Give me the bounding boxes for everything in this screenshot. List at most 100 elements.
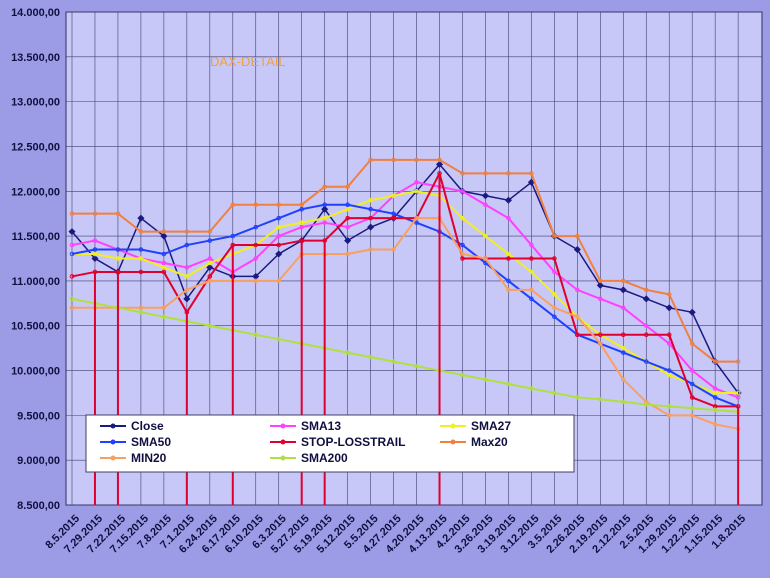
data-point [138, 229, 144, 234]
data-point [322, 215, 327, 221]
data-point [275, 250, 283, 258]
data-point [688, 308, 696, 316]
data-point [161, 251, 167, 257]
data-point [276, 224, 282, 230]
legend-marker-icon [110, 423, 116, 429]
y-tick-label: 10.500,00 [11, 321, 60, 333]
data-point [253, 256, 259, 261]
data-point [643, 287, 649, 293]
data-point [414, 215, 419, 221]
data-point [345, 350, 350, 355]
data-point [276, 242, 282, 248]
data-point [529, 242, 534, 248]
data-point [345, 224, 350, 230]
data-point [344, 237, 352, 245]
data-point [666, 292, 672, 297]
legend-marker-icon [110, 439, 116, 445]
data-point [253, 202, 259, 208]
data-point [598, 396, 603, 402]
data-point [666, 372, 672, 378]
data-point [253, 332, 259, 337]
series-line [72, 190, 739, 394]
data-point [735, 390, 741, 396]
data-point [137, 214, 145, 222]
data-point [115, 247, 121, 252]
data-point [573, 246, 581, 254]
data-point [460, 171, 465, 176]
data-point [391, 211, 396, 216]
data-point [552, 390, 557, 396]
data-point [299, 206, 305, 212]
y-tick-label: 11.000,00 [12, 276, 60, 288]
y-tick-label: 9.000,00 [17, 455, 60, 467]
y-tick-label: 8.500,00 [17, 500, 60, 512]
data-point [666, 413, 672, 418]
data-point [483, 377, 488, 382]
data-point [620, 377, 626, 382]
data-point [161, 314, 167, 320]
legend-marker-icon [110, 455, 116, 461]
y-tick-label: 12.000,00 [11, 186, 60, 198]
data-point [712, 390, 718, 396]
data-point [207, 256, 213, 261]
data-point [207, 229, 213, 234]
data-point [575, 233, 580, 239]
data-point [92, 238, 98, 243]
data-point [689, 395, 695, 400]
y-tick-label: 11.500,00 [12, 231, 60, 243]
data-point [598, 341, 603, 346]
y-tick-label: 13.000,00 [11, 97, 60, 109]
data-point [322, 202, 327, 208]
data-point [183, 295, 191, 303]
legend-marker-icon [450, 423, 456, 429]
series-sma27 [69, 188, 741, 396]
data-point [665, 304, 673, 312]
data-point [666, 404, 672, 409]
data-point [552, 233, 557, 239]
series-line [71, 297, 739, 413]
legend-label: SMA13 [301, 419, 341, 433]
data-point [483, 256, 488, 261]
data-point [184, 265, 190, 270]
data-point [596, 281, 604, 289]
data-point [460, 251, 465, 257]
data-point [367, 223, 375, 231]
data-point [435, 160, 444, 168]
data-point [322, 184, 327, 190]
data-point [414, 157, 419, 163]
data-point [391, 157, 396, 163]
data-point [161, 229, 167, 234]
data-point [529, 287, 534, 293]
data-point [414, 220, 419, 225]
data-point [345, 251, 350, 257]
data-point [483, 260, 488, 266]
data-point [620, 345, 626, 351]
data-point [138, 305, 144, 311]
series-sma13 [69, 180, 741, 400]
legend: Close SMA13 SMA27 SMA50 STOP-LOSSTRAIL Max20 M… [85, 414, 575, 473]
data-point [206, 263, 214, 271]
data-point [138, 309, 144, 315]
data-point [552, 292, 557, 297]
series-line [71, 181, 739, 399]
data-point [460, 372, 465, 378]
data-point [322, 220, 327, 225]
legend-item: STOP-LOSSTRAIL [270, 435, 405, 449]
data-point [160, 232, 168, 240]
data-point [207, 278, 213, 284]
y-tick-label: 12.500,00 [11, 141, 60, 153]
data-point [391, 215, 396, 221]
legend-item: SMA50 [100, 435, 171, 449]
data-point [184, 242, 190, 248]
data-point [368, 247, 373, 252]
data-point [115, 256, 121, 261]
data-point [115, 211, 121, 216]
data-point [253, 278, 259, 284]
data-point [598, 332, 603, 337]
data-point [529, 296, 534, 302]
data-point [161, 269, 167, 275]
data-point [184, 229, 190, 234]
data-point [529, 386, 534, 391]
data-point [598, 278, 603, 284]
